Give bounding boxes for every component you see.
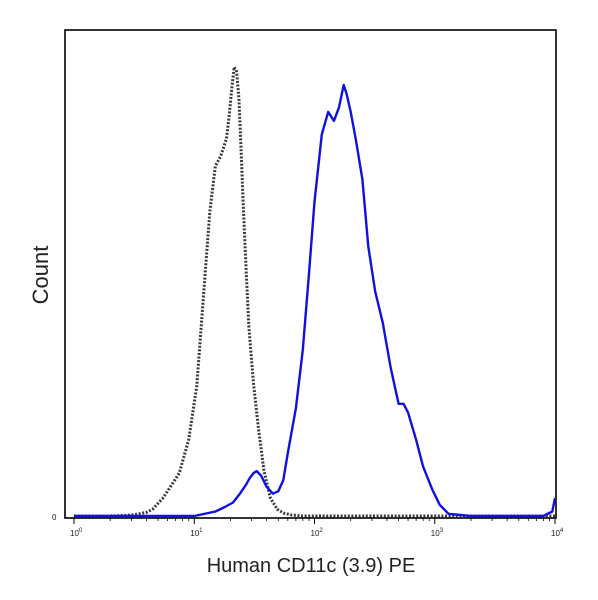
x-axis-ticks: 100 101 102 103 104	[70, 518, 564, 538]
x-tick-label: 104	[551, 528, 564, 538]
y-tick-label-zero: 0	[52, 513, 57, 522]
isotype-control-series	[74, 65, 555, 518]
y-axis-label: Count	[28, 246, 53, 305]
plot-frame	[64, 29, 557, 519]
series-layer	[74, 65, 557, 518]
x-tick-label: 103	[431, 528, 444, 538]
x-tick-label: 100	[70, 528, 83, 538]
x-tick-label: 101	[190, 528, 203, 538]
x-axis-label: Human CD11c (3.9) PE	[207, 555, 416, 577]
x-tick-label: 102	[311, 528, 324, 538]
cd11c-stained-series	[74, 83, 557, 518]
